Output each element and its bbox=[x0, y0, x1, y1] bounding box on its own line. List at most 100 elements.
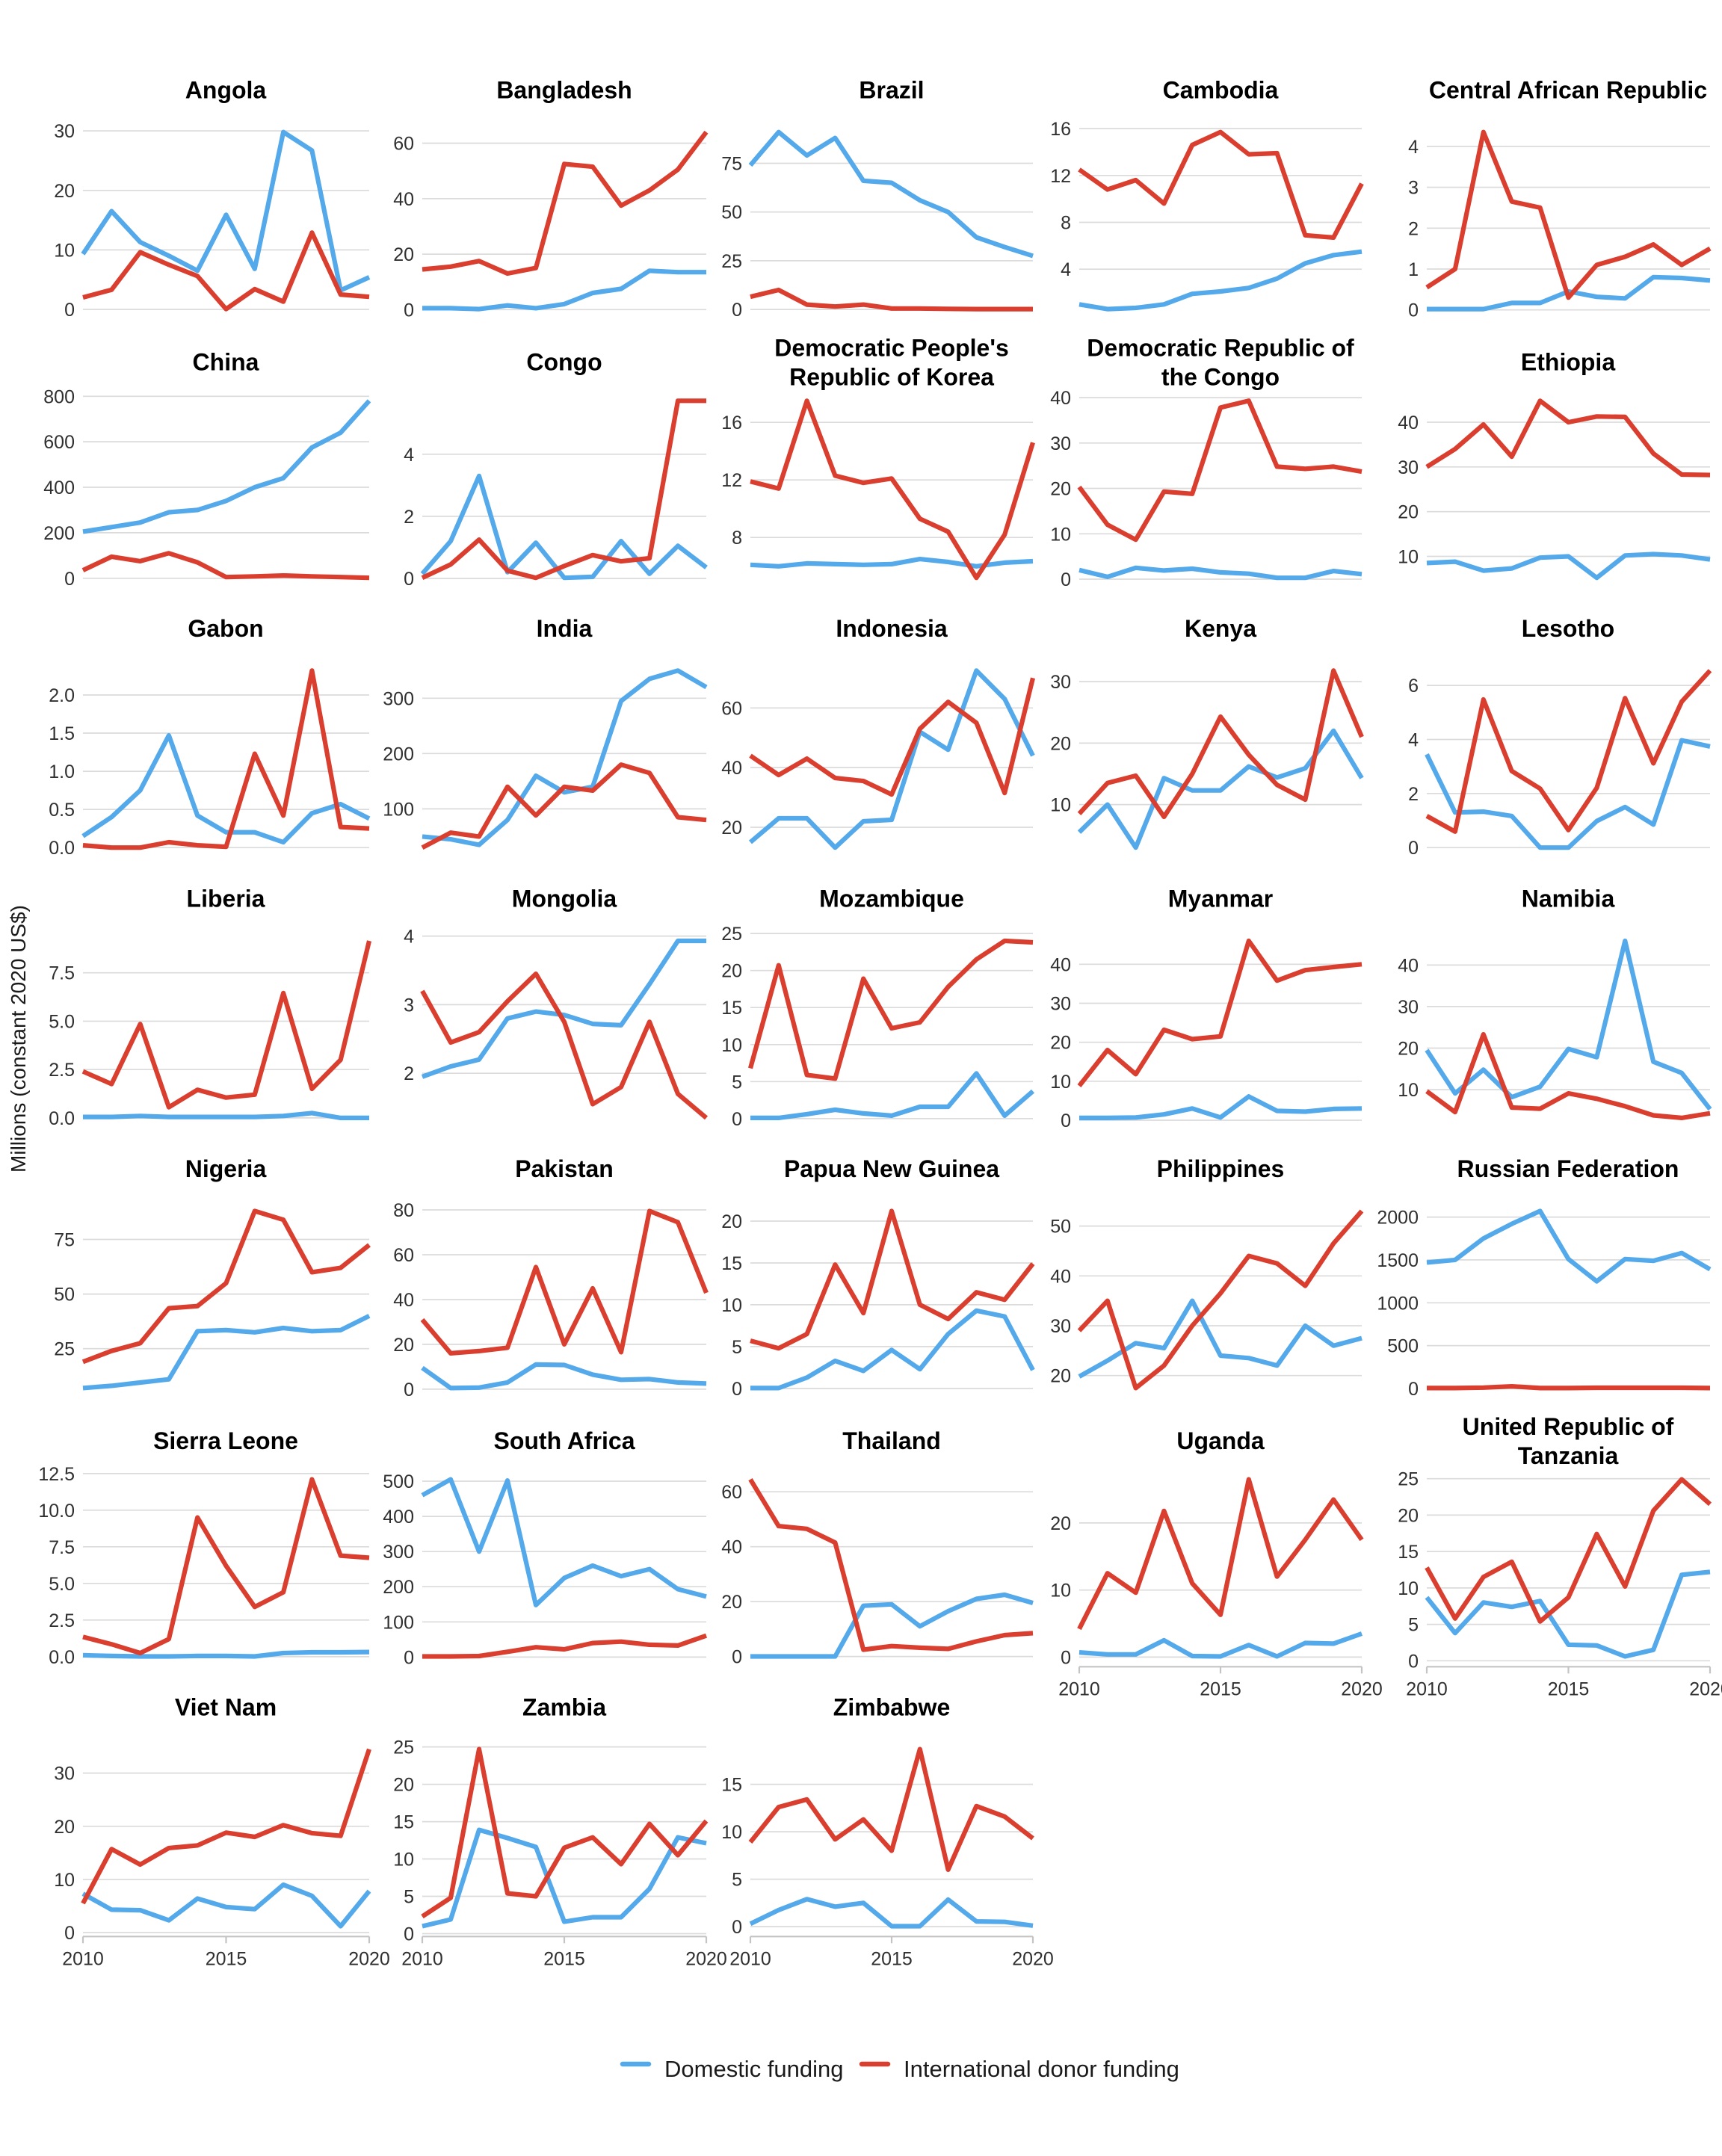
svg-text:40: 40 bbox=[393, 189, 414, 210]
svg-text:20: 20 bbox=[721, 961, 742, 982]
svg-text:Kenya: Kenya bbox=[1185, 615, 1256, 642]
svg-text:Lesotho: Lesotho bbox=[1522, 615, 1614, 642]
svg-text:4: 4 bbox=[1408, 730, 1419, 751]
svg-text:10: 10 bbox=[721, 1035, 742, 1056]
svg-text:60: 60 bbox=[393, 1245, 414, 1266]
svg-text:10: 10 bbox=[393, 1850, 414, 1871]
svg-text:0.0: 0.0 bbox=[49, 1108, 75, 1129]
svg-text:20: 20 bbox=[393, 1775, 414, 1796]
svg-text:0: 0 bbox=[1061, 1647, 1071, 1668]
svg-text:30: 30 bbox=[54, 1764, 75, 1785]
svg-text:40: 40 bbox=[1398, 955, 1419, 976]
svg-text:300: 300 bbox=[383, 688, 414, 709]
svg-text:1000: 1000 bbox=[1377, 1293, 1419, 1314]
svg-text:Republic of Korea: Republic of Korea bbox=[789, 364, 994, 391]
svg-text:20: 20 bbox=[1398, 502, 1419, 523]
svg-text:2020: 2020 bbox=[1012, 1948, 1054, 1969]
svg-text:20: 20 bbox=[1050, 1513, 1071, 1534]
svg-text:15: 15 bbox=[721, 1253, 742, 1274]
svg-text:10.0: 10.0 bbox=[38, 1501, 75, 1522]
svg-text:2010: 2010 bbox=[729, 1948, 771, 1969]
svg-text:0: 0 bbox=[404, 300, 414, 321]
svg-text:12: 12 bbox=[1050, 166, 1071, 187]
svg-text:Domestic funding: Domestic funding bbox=[664, 2056, 844, 2082]
svg-text:5: 5 bbox=[732, 1337, 742, 1358]
svg-text:10: 10 bbox=[1050, 1072, 1071, 1093]
svg-text:20: 20 bbox=[721, 818, 742, 838]
svg-text:20: 20 bbox=[1398, 1039, 1419, 1060]
svg-text:5.0: 5.0 bbox=[49, 1012, 75, 1033]
svg-text:25: 25 bbox=[721, 251, 742, 272]
svg-text:0.0: 0.0 bbox=[49, 1647, 75, 1668]
svg-text:0.0: 0.0 bbox=[49, 838, 75, 859]
svg-text:2020: 2020 bbox=[348, 1948, 390, 1969]
svg-text:30: 30 bbox=[1050, 433, 1071, 454]
svg-text:40: 40 bbox=[1050, 388, 1071, 409]
svg-text:4: 4 bbox=[404, 445, 414, 466]
svg-text:400: 400 bbox=[43, 478, 75, 498]
svg-text:200: 200 bbox=[43, 523, 75, 544]
svg-text:0: 0 bbox=[732, 1109, 742, 1130]
svg-text:2: 2 bbox=[404, 1063, 414, 1084]
svg-text:20: 20 bbox=[1398, 1505, 1419, 1526]
svg-text:10: 10 bbox=[1398, 547, 1419, 568]
svg-text:Russian Federation: Russian Federation bbox=[1457, 1155, 1679, 1182]
svg-text:50: 50 bbox=[721, 203, 742, 223]
svg-text:1500: 1500 bbox=[1377, 1250, 1419, 1271]
svg-text:Ethiopia: Ethiopia bbox=[1521, 349, 1615, 376]
svg-text:15: 15 bbox=[721, 998, 742, 1019]
svg-text:12: 12 bbox=[721, 470, 742, 491]
svg-text:United Republic of: United Republic of bbox=[1463, 1413, 1674, 1440]
svg-text:2010: 2010 bbox=[1058, 1678, 1100, 1699]
svg-text:2015: 2015 bbox=[543, 1948, 585, 1969]
svg-text:Mozambique: Mozambique bbox=[819, 886, 964, 912]
svg-text:4: 4 bbox=[404, 927, 414, 948]
svg-text:7.5: 7.5 bbox=[49, 1537, 75, 1558]
svg-text:4: 4 bbox=[1061, 259, 1071, 280]
svg-text:2: 2 bbox=[404, 507, 414, 528]
svg-text:Brazil: Brazil bbox=[859, 76, 924, 103]
svg-text:2.0: 2.0 bbox=[49, 685, 75, 706]
svg-text:2020: 2020 bbox=[1341, 1678, 1383, 1699]
svg-text:20: 20 bbox=[721, 1211, 742, 1232]
svg-text:Myanmar: Myanmar bbox=[1168, 886, 1274, 912]
svg-text:Angola: Angola bbox=[185, 76, 267, 103]
svg-text:Pakistan: Pakistan bbox=[515, 1155, 614, 1182]
svg-text:5: 5 bbox=[404, 1887, 414, 1908]
svg-text:20: 20 bbox=[721, 1592, 742, 1613]
svg-text:0: 0 bbox=[404, 1647, 414, 1668]
svg-text:Democratic Republic of: Democratic Republic of bbox=[1087, 335, 1354, 362]
svg-text:3: 3 bbox=[1408, 178, 1419, 199]
svg-text:40: 40 bbox=[721, 758, 742, 779]
svg-text:2015: 2015 bbox=[1548, 1678, 1590, 1699]
svg-text:40: 40 bbox=[721, 1537, 742, 1558]
svg-text:200: 200 bbox=[383, 744, 414, 765]
svg-text:75: 75 bbox=[54, 1230, 75, 1251]
svg-text:8: 8 bbox=[1061, 213, 1071, 234]
svg-text:0: 0 bbox=[732, 1647, 742, 1668]
svg-text:0: 0 bbox=[1408, 838, 1419, 859]
svg-text:12.5: 12.5 bbox=[38, 1464, 75, 1485]
svg-text:0: 0 bbox=[64, 1923, 75, 1944]
svg-text:0: 0 bbox=[64, 300, 75, 321]
svg-text:500: 500 bbox=[1387, 1336, 1419, 1357]
svg-text:the Congo: the Congo bbox=[1161, 364, 1280, 391]
svg-text:0: 0 bbox=[732, 1917, 742, 1938]
svg-text:2020: 2020 bbox=[685, 1948, 727, 1969]
svg-text:15: 15 bbox=[721, 1775, 742, 1796]
svg-text:0: 0 bbox=[404, 1924, 414, 1945]
svg-text:2.5: 2.5 bbox=[49, 1060, 75, 1081]
svg-text:10: 10 bbox=[1050, 1581, 1071, 1601]
svg-text:1.5: 1.5 bbox=[49, 723, 75, 744]
svg-text:2: 2 bbox=[1408, 784, 1419, 805]
svg-text:Bangladesh: Bangladesh bbox=[496, 76, 632, 103]
svg-text:400: 400 bbox=[383, 1507, 414, 1528]
svg-text:1.0: 1.0 bbox=[49, 762, 75, 782]
svg-text:15: 15 bbox=[1398, 1542, 1419, 1563]
svg-text:25: 25 bbox=[54, 1339, 75, 1360]
svg-text:Papua New Guinea: Papua New Guinea bbox=[784, 1155, 999, 1182]
svg-text:40: 40 bbox=[393, 1290, 414, 1311]
svg-text:25: 25 bbox=[393, 1738, 414, 1758]
svg-text:300: 300 bbox=[383, 1542, 414, 1563]
svg-text:Namibia: Namibia bbox=[1522, 886, 1615, 912]
